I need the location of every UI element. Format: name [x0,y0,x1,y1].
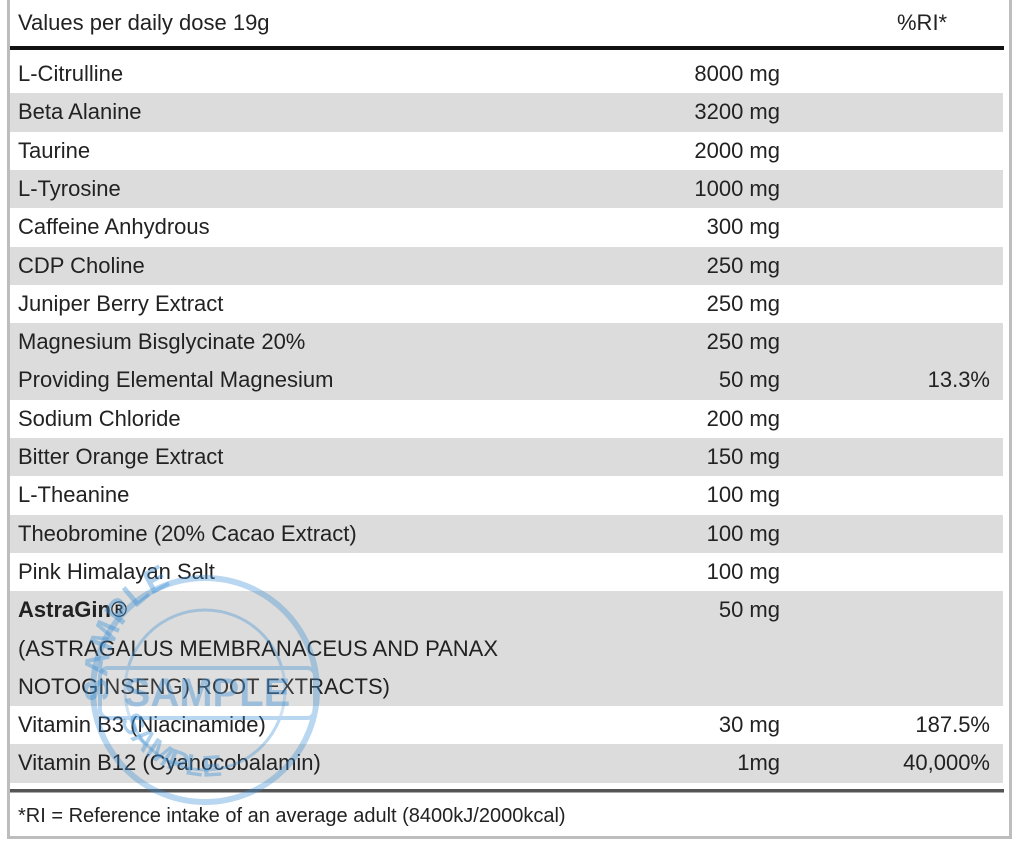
ri-percent: 13.3% [927,367,990,393]
ingredient-name: Beta Alanine [18,99,142,125]
table-row [10,514,1003,553]
header-ri: %RI* [897,10,948,35]
header-rule [10,46,1004,50]
ingredient-name: Bitter Orange Extract [18,444,224,469]
amount: 300 mg [706,214,780,240]
header-label: Values per daily dose 19g [18,10,270,35]
amount: 150 mg [706,444,780,469]
ingredient-name: Pink Himalayan Salt [18,558,215,584]
amount: 200 mg [706,405,780,431]
amount: 1000 mg [694,175,780,201]
amount: 100 mg [706,482,780,508]
table-row [10,169,1003,209]
table-row [10,438,1003,477]
amount: 100 mg [706,558,780,584]
ingredient-name: L-Theanine [18,482,130,508]
ingredient-name: AstraGin® [18,597,128,623]
ingredient-name: Caffeine Anhydrous [18,214,210,240]
amount: 2000 mg [694,137,780,163]
amount: 3200 mg [694,99,780,125]
ingredient-name: Vitamin B12 (Cyanocobalamin) [18,750,321,776]
ingredient-name: L-Tyrosine [18,175,121,201]
ri-percent: 187.5% [915,712,990,738]
amount: 30 mg [718,712,780,738]
table-row [10,93,1003,132]
ingredient-name: Theobromine (20% Cacao Extract) [18,520,357,546]
label-frame [7,0,1012,839]
ingredient-name: Juniper Berry Extract [18,290,224,316]
ri-percent: 40,000% [903,750,990,776]
table-row [10,246,1003,285]
amount: 8000 mg [694,61,780,86]
table-row [10,476,1003,514]
ingredient-name: NOTOGINSENG) ROOT EXTRACTS) [18,673,390,699]
amount: 100 mg [706,520,780,546]
ingredient-name: Magnesium Bisglycinate 20% [18,329,306,355]
ingredient-name: Sodium Chloride [18,405,181,431]
table-row [10,132,1003,170]
table-row [10,591,1003,707]
table-row [10,55,1003,93]
footnote: *RI = Reference intake of an average adu… [18,805,566,827]
ingredient-name: Taurine [18,137,91,163]
ingredient-name: CDP Choline [18,252,145,278]
table-row [10,744,1003,783]
amount: 50 mg [718,367,780,393]
amount: 250 mg [706,252,780,278]
ingredient-name: (ASTRAGALUS MEMBRANACEUS AND PANAX [18,635,499,661]
ingredient-name: L-Citrulline [18,61,124,86]
ingredient-name: Vitamin B3 (Niacinamide) [18,712,266,738]
footer-rule [10,789,1004,793]
amount: 1mg [737,750,780,776]
amount: 250 mg [706,329,780,355]
ingredient-name: Providing Elemental Magnesium [18,367,334,393]
amount: 50 mg [718,597,780,623]
amount: 250 mg [706,290,780,316]
table-row [10,323,1003,400]
